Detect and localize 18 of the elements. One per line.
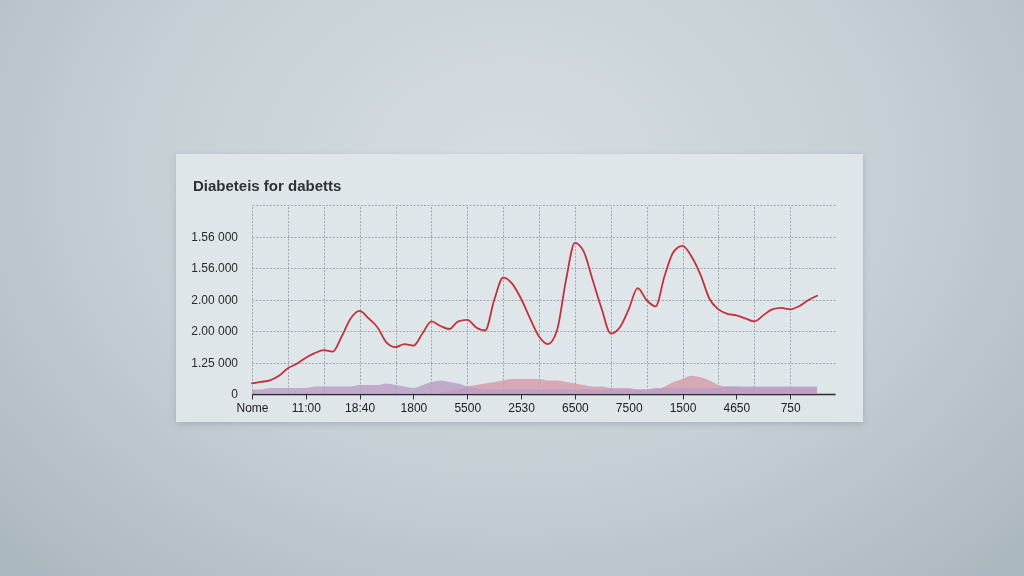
text: 0: [231, 387, 239, 401]
x-tick-label: 11:00: [291, 400, 322, 415]
text: 1.25 000: [191, 355, 239, 370]
chart-title: Diabeteis for dabetts: [193, 177, 342, 194]
x-tick-label: Nome: [236, 400, 269, 415]
text: 1.56 000: [191, 229, 239, 244]
x-tick-label: 750: [780, 400, 801, 415]
x-tick-label: 5500: [454, 400, 482, 415]
x-tick-label: 18:40: [345, 400, 376, 415]
x-tick-label: 6500: [562, 400, 590, 415]
text: 2.00 000: [191, 324, 239, 338]
x-tick-label: 1500: [669, 400, 697, 415]
text: 1.56.000: [191, 261, 239, 275]
x-tick-label: 1800: [400, 400, 428, 415]
text: 2.00 000: [191, 292, 239, 307]
x-tick-label: 7500: [615, 400, 643, 415]
x-tick-label: 4650: [723, 400, 751, 415]
x-tick-label: 2530: [508, 400, 536, 415]
